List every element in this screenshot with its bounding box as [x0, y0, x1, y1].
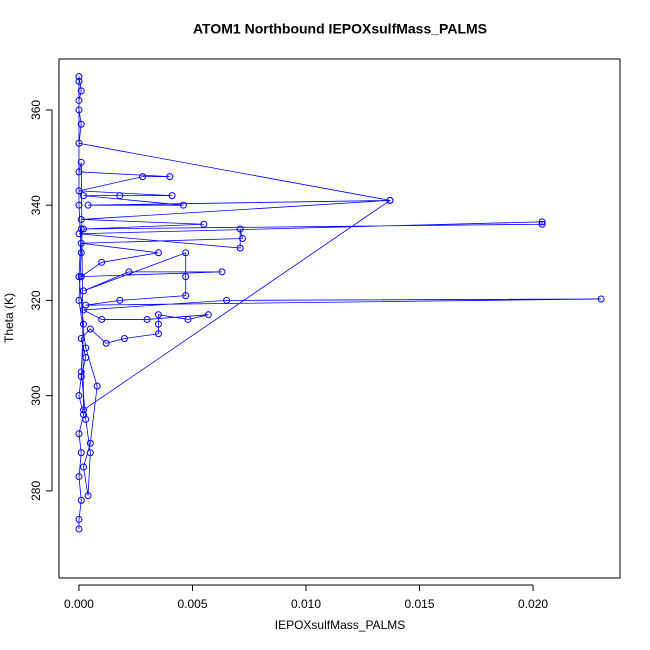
chart-title: ATOM1 Northbound IEPOXsulfMass_PALMS — [193, 21, 487, 37]
data-point — [98, 258, 106, 266]
data-point — [139, 173, 147, 181]
data-point — [154, 330, 162, 338]
data-point — [86, 449, 94, 457]
data-point — [143, 315, 151, 323]
data-point — [166, 173, 174, 181]
data-point — [82, 415, 90, 423]
data-line — [78, 76, 602, 529]
y-tick-label: 300 — [29, 385, 43, 405]
x-axis-label: IEPOXsulfMass_PALMS — [275, 618, 406, 632]
data-point — [75, 296, 83, 304]
data-point — [93, 382, 101, 390]
x-tick-label: 0.000 — [64, 597, 94, 611]
x-tick-label: 0.005 — [177, 597, 207, 611]
data-point — [116, 192, 124, 200]
x-tick-label: 0.015 — [405, 597, 435, 611]
data-point — [236, 244, 244, 252]
data-point — [82, 344, 90, 352]
data-point — [75, 430, 83, 438]
data-point — [154, 320, 162, 328]
data-point — [218, 268, 226, 276]
data-point — [182, 249, 190, 257]
data-point — [80, 192, 88, 200]
data-point — [82, 301, 90, 309]
x-tick-label: 0.010 — [291, 597, 321, 611]
data-point — [80, 225, 88, 233]
data-point — [75, 139, 83, 147]
data-point — [236, 225, 244, 233]
data-point — [238, 235, 246, 243]
data-point — [184, 315, 192, 323]
data-point — [77, 373, 85, 381]
data-point — [75, 96, 83, 104]
y-tick-label: 340 — [29, 195, 43, 215]
data-point — [182, 292, 190, 300]
data-point — [77, 449, 85, 457]
y-axis-label: Theta (K) — [2, 293, 16, 343]
data-point — [98, 315, 106, 323]
data-point — [84, 201, 92, 209]
data-point — [75, 168, 83, 176]
data-point — [538, 218, 546, 226]
data-point — [80, 320, 88, 328]
data-point — [82, 354, 90, 362]
data-point — [75, 515, 83, 523]
data-point — [80, 287, 88, 295]
y-tick-label: 320 — [29, 290, 43, 310]
plot-frame — [58, 58, 621, 579]
x-tick-label: 0.020 — [518, 597, 548, 611]
data-point — [125, 268, 133, 276]
data-point — [204, 311, 212, 319]
data-point — [538, 220, 546, 228]
data-point — [102, 339, 110, 347]
data-point — [154, 311, 162, 319]
data-point — [80, 406, 88, 414]
data-point — [75, 187, 83, 195]
data-point — [75, 525, 83, 533]
data-point — [77, 87, 85, 95]
data-point — [75, 73, 83, 81]
data-point — [84, 492, 92, 500]
data-point — [75, 273, 83, 281]
data-point — [77, 273, 85, 281]
data-point — [75, 77, 83, 85]
data-point — [116, 296, 124, 304]
data-point — [75, 473, 83, 481]
data-point — [386, 196, 394, 204]
data-point — [77, 120, 85, 128]
data-point — [168, 192, 176, 200]
data-point — [200, 220, 208, 228]
data-point — [80, 463, 88, 471]
data-point — [77, 215, 85, 223]
data-point — [75, 201, 83, 209]
data-point — [182, 273, 190, 281]
data-point — [77, 249, 85, 257]
data-point — [86, 325, 94, 333]
data-point — [75, 392, 83, 400]
data-point — [77, 158, 85, 166]
data-point — [86, 439, 94, 447]
y-tick-label: 280 — [29, 481, 43, 501]
data-point — [223, 296, 231, 304]
data-point — [179, 201, 187, 209]
data-point — [77, 225, 85, 233]
y-tick-label: 360 — [29, 100, 43, 120]
data-point — [77, 334, 85, 342]
data-point — [154, 249, 162, 257]
data-point — [597, 295, 605, 303]
data-point — [75, 106, 83, 114]
data-point — [77, 368, 85, 376]
data-point — [77, 239, 85, 247]
data-point — [120, 334, 128, 342]
data-point — [77, 496, 85, 504]
